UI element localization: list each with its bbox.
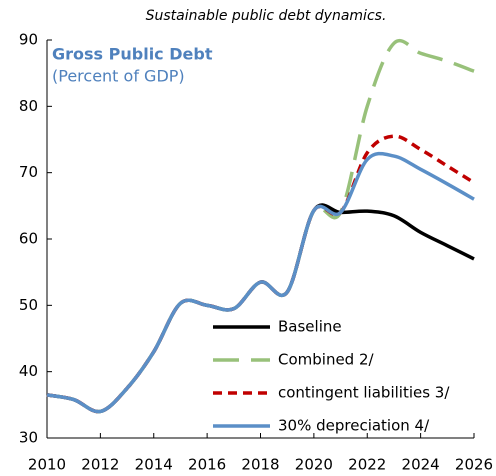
x-tick-label: 2022 xyxy=(348,456,386,474)
series-line xyxy=(46,203,475,414)
y-tick-label: 30 xyxy=(19,429,38,447)
y-tick-label: 70 xyxy=(19,163,38,181)
legend-label: 30% depreciation 4/ xyxy=(278,417,430,435)
y-tick-label: 90 xyxy=(19,31,38,49)
x-tick-label: 2024 xyxy=(402,456,440,474)
annotation: (Percent of GDP) xyxy=(52,67,185,86)
y-tick-label: 60 xyxy=(19,230,38,248)
annotation: Gross Public Debt xyxy=(52,45,213,64)
x-tick-label: 2014 xyxy=(135,456,173,474)
series-line xyxy=(46,151,475,414)
x-tick-label: 2016 xyxy=(188,456,226,474)
chart-title: Sustainable public debt dynamics. xyxy=(146,8,387,24)
legend-label: Combined 2/ xyxy=(278,351,375,369)
x-tick-label: 2012 xyxy=(81,456,119,474)
y-tick-label: 50 xyxy=(19,296,38,314)
x-tick-label: 2026 xyxy=(455,456,493,474)
legend-label: contingent liabilities 3/ xyxy=(278,384,450,402)
y-tick-label: 80 xyxy=(19,97,38,115)
legend-label: Baseline xyxy=(278,318,342,336)
y-tick-label: 40 xyxy=(19,362,38,380)
x-tick-label: 2010 xyxy=(28,456,66,474)
series-line xyxy=(46,134,475,414)
x-tick-label: 2018 xyxy=(241,456,279,474)
x-tick-label: 2020 xyxy=(295,456,333,474)
